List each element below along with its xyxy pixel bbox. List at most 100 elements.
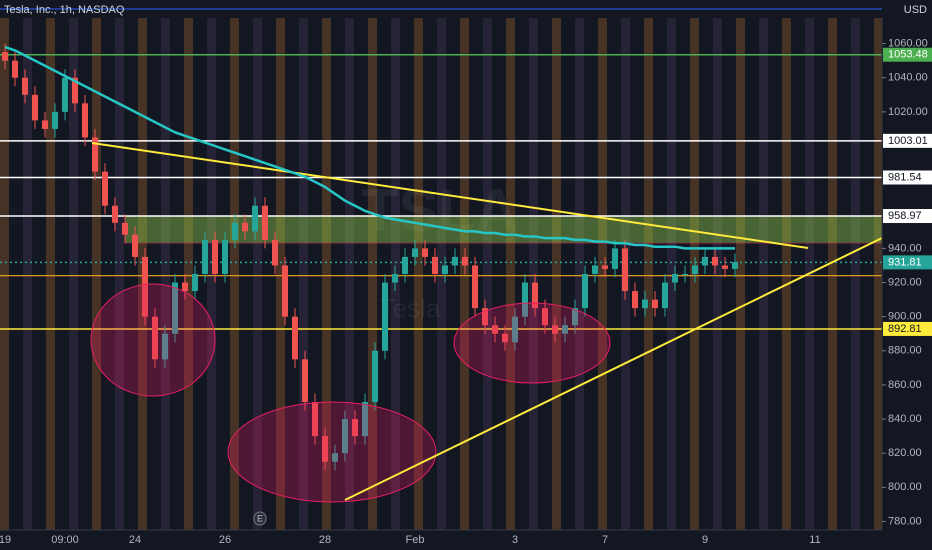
candle-body	[722, 265, 728, 269]
level-label: 958.97	[888, 210, 922, 222]
candle-body	[102, 171, 108, 206]
chart-title: Tesla, Inc., 1h, NASDAQ	[4, 4, 125, 16]
candle-body	[472, 265, 478, 309]
candle-body	[162, 333, 168, 360]
candle-body	[632, 291, 638, 309]
y-tick-label: 880.00	[888, 345, 922, 357]
x-tick-label: 7	[602, 534, 608, 546]
candle-body	[212, 239, 218, 274]
y-tick-label: 920.00	[888, 276, 922, 288]
candle-body	[432, 256, 438, 274]
candle-body	[202, 239, 208, 274]
candle-body	[512, 316, 518, 343]
y-tick-label: 820.00	[888, 447, 922, 459]
candle-body	[222, 239, 228, 274]
candle-body	[582, 274, 588, 309]
x-tick-label: Feb	[406, 534, 425, 546]
event-marker: E	[257, 513, 263, 523]
price-zone	[124, 215, 883, 244]
level-label: 892.81	[888, 323, 922, 335]
candle-body	[462, 256, 468, 266]
event-marker-bg	[253, 511, 267, 526]
candle-body	[332, 453, 338, 462]
candle-body	[532, 282, 538, 309]
candle-body	[152, 316, 158, 360]
candle-body	[732, 262, 738, 269]
candle-body	[502, 333, 508, 343]
level-tag	[883, 255, 932, 270]
candle-body	[612, 248, 618, 269]
candle-body	[452, 256, 458, 266]
candle-body	[672, 274, 678, 283]
highlight-ellipse	[453, 302, 611, 384]
candle-body	[132, 234, 138, 257]
level-tag	[883, 209, 932, 224]
candle-body	[402, 256, 408, 274]
candle-body	[12, 60, 18, 78]
candle-body	[412, 248, 418, 257]
candle-body	[32, 94, 38, 121]
candle-body	[642, 299, 648, 309]
x-tick-label: 09:00	[51, 534, 79, 546]
candle-body	[182, 282, 188, 292]
y-tick-label: 1060.00	[888, 38, 928, 50]
candle-body	[192, 274, 198, 292]
y-tick-label: 1040.00	[888, 72, 928, 84]
candle-body	[282, 265, 288, 317]
level-tag	[883, 170, 932, 185]
highlight-ellipse	[90, 283, 216, 397]
candle-body	[622, 248, 628, 292]
candle-body	[442, 265, 448, 274]
watermark-name: Tesla	[380, 293, 441, 323]
candle-body	[352, 419, 358, 437]
x-tick-label: 28	[319, 534, 331, 546]
trend-line	[344, 237, 883, 501]
x-tick-label: 26	[219, 534, 231, 546]
candle-body	[302, 359, 308, 402]
candle-body	[312, 402, 318, 437]
candle-body	[552, 325, 558, 334]
candle-body	[382, 282, 388, 351]
y-tick-label: 800.00	[888, 481, 922, 493]
candle-body	[22, 77, 28, 95]
drawings	[90, 142, 883, 503]
candle-body	[392, 274, 398, 283]
candle-body	[492, 325, 498, 334]
candle-body	[262, 205, 268, 240]
candle-body	[82, 103, 88, 138]
level-tag	[883, 321, 932, 336]
moving-average-line	[4, 45, 735, 250]
zone	[124, 215, 883, 244]
y-tick-label: 860.00	[888, 379, 922, 391]
candle-body	[602, 265, 608, 269]
candle-body	[702, 256, 708, 266]
level-label: 981.54	[888, 171, 922, 183]
candle-body	[682, 274, 688, 275]
y-tick-label: 940.00	[888, 242, 922, 254]
candle-body	[62, 77, 68, 112]
level-tag	[883, 133, 932, 148]
candle-body	[662, 282, 668, 309]
y-tick-label: 900.00	[888, 311, 922, 323]
trend-line	[91, 142, 809, 249]
candle-body	[482, 308, 488, 326]
currency: USD	[904, 4, 927, 16]
candle-body	[72, 77, 78, 104]
candle-body	[652, 299, 658, 309]
candle-body	[142, 256, 148, 317]
candle-body	[122, 222, 128, 235]
candle-body	[422, 248, 428, 257]
candle-body	[692, 265, 698, 274]
axes: 780.00 800.00 820.00 840.00 860.00 880.00 900.…	[0, 38, 932, 546]
moving-average	[4, 45, 735, 250]
candle-body	[2, 52, 8, 61]
y-tick-label: 780.00	[888, 515, 922, 527]
x-tick-label: 11	[809, 534, 820, 546]
candle-body	[252, 205, 258, 232]
candle-body	[52, 111, 58, 129]
candles	[2, 43, 738, 471]
highlight-ellipse	[227, 401, 437, 503]
candle-body	[362, 402, 368, 437]
